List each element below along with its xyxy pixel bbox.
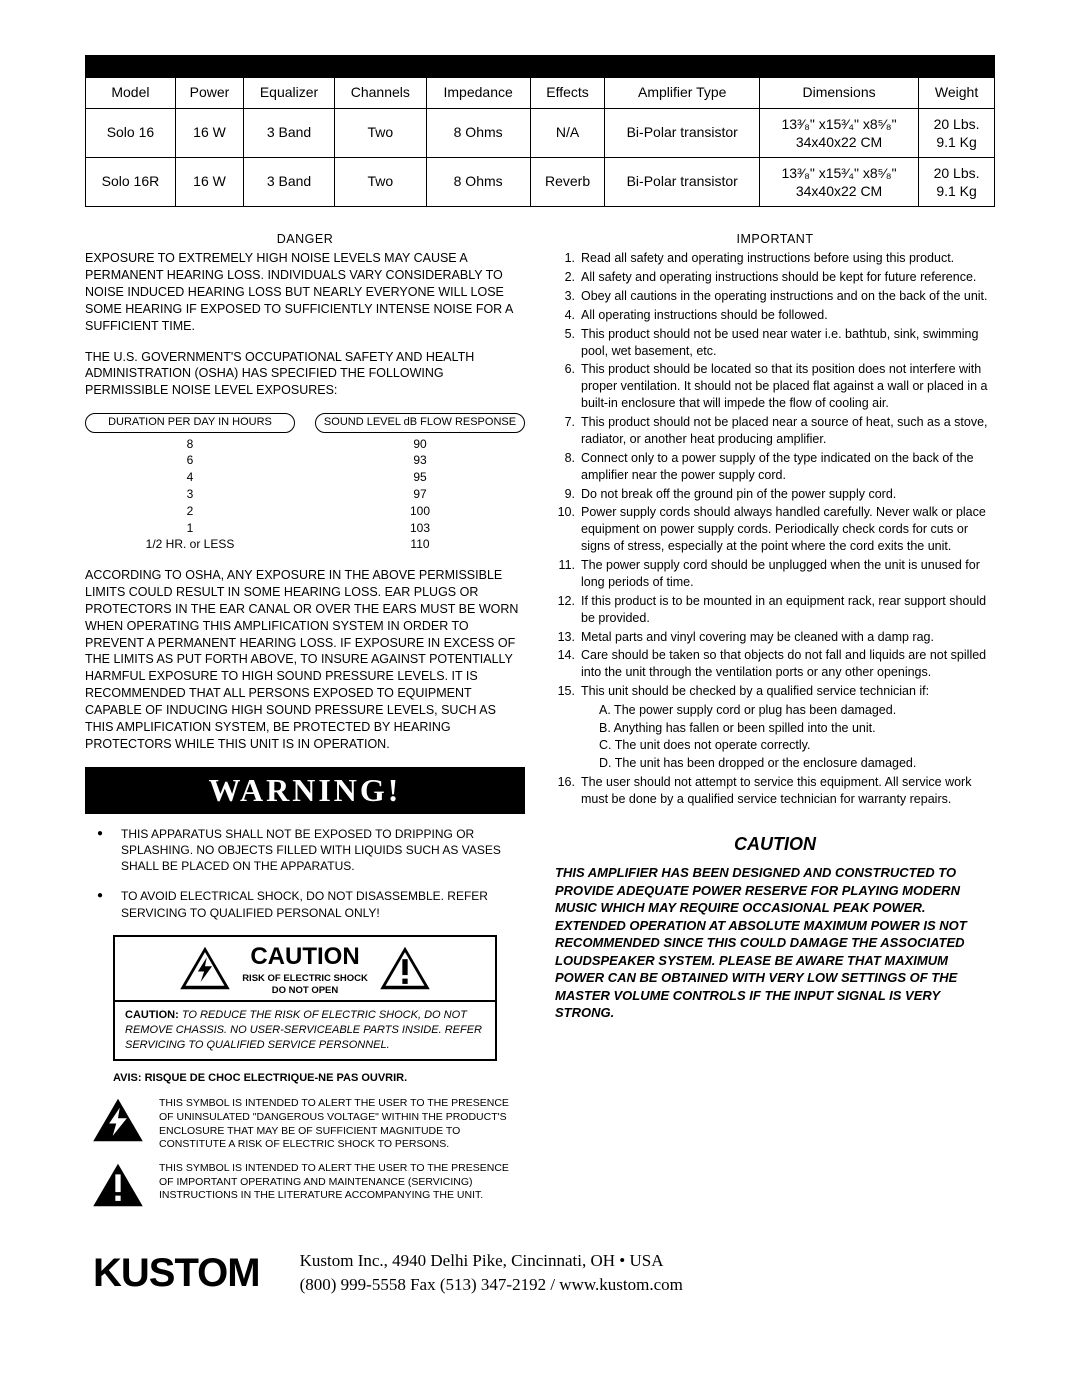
list-item: 5.This product should not be used near w… [555,326,995,360]
osha-para: ACCORDING TO OSHA, ANY EXPOSURE IN THE A… [85,567,525,753]
list-item: 2.All safety and operating instructions … [555,269,995,286]
left-column: DANGER EXPOSURE TO EXTREMELY HIGH NOISE … [85,231,525,1218]
right-column: IMPORTANT 1.Read all safety and operatin… [555,231,995,1218]
list-item: 1.Read all safety and operating instruct… [555,250,995,267]
shock-symbol-icon [91,1097,145,1143]
list-item: 14.Care should be taken so that objects … [555,647,995,681]
list-item: 4.All operating instructions should be f… [555,307,995,324]
caution-body-bold: CAUTION: [125,1009,179,1021]
right-caution-block: CAUTION THIS AMPLIFIER HAS BEEN DESIGNED… [555,832,995,1022]
exclaim-symbol-icon [91,1162,145,1208]
symbol-2-text: THIS SYMBOL IS INTENDED TO ALERT THE USE… [159,1162,519,1203]
warning-banner: WARNING! [85,767,525,814]
spec-header-row: Model Power Equalizer Channels Impedance… [86,78,995,109]
caution-box: CAUTION RISK OF ELECTRIC SHOCK DO NOT OP… [113,935,497,1061]
list-item: 7.This product should not be placed near… [555,414,995,448]
h-fx: Effects [530,78,605,109]
footer: KUSTOM Kustom Inc., 4940 Delhi Pike, Cin… [85,1248,995,1298]
footer-line1: Kustom Inc., 4940 Delhi Pike, Cincinnati… [300,1249,683,1273]
shock-triangle-icon [178,945,232,991]
h-model: Model [86,78,176,109]
exclaim-triangle-icon [378,945,432,991]
list-item: 3.Obey all cautions in the operating ins… [555,288,995,305]
list-item: 12.If this product is to be mounted in a… [555,593,995,627]
right-caution-body: THIS AMPLIFIER HAS BEEN DESIGNED AND CON… [555,864,995,1022]
footer-line2: (800) 999-5558 Fax (513) 347-2192 / www.… [300,1273,683,1297]
caution-big: CAUTION [250,943,359,970]
osha-right-head: SOUND LEVEL dB FLOW RESPONSE [315,413,525,432]
list-item: 6.This product should be located so that… [555,361,995,412]
table-row: Solo 1616 W3 BandTwo8 OhmsN/ABi-Polar tr… [86,108,995,157]
list-item: 9.Do not break off the ground pin of the… [555,486,995,503]
caution-l2: DO NOT OPEN [242,985,368,996]
kustom-logo: KUSTOM [93,1248,260,1298]
item-16: 16. The user should not attempt to servi… [555,774,995,808]
h-amp: Amplifier Type [605,78,760,109]
danger-p2: THE U.S. GOVERNMENT'S OCCUPATIONAL SAFET… [85,349,525,400]
h-imp: Impedance [426,78,530,109]
important-title: IMPORTANT [555,231,995,248]
osha-left-head: DURATION PER DAY IN HOURS [85,413,295,432]
warn-bullet-2: TO AVOID ELECTRICAL SHOCK, DO NOT DISASS… [121,888,525,920]
warn-bullet-1: THIS APPARATUS SHALL NOT BE EXPOSED TO D… [121,826,525,875]
osha-table: DURATION PER DAY IN HOURS 8643211/2 HR. … [85,413,525,553]
avis-text: AVIS: RISQUE DE CHOC ELECTRIQUE-NE PAS O… [113,1071,497,1086]
symbol-1-text: THIS SYMBOL IS INTENDED TO ALERT THE USE… [159,1097,519,1152]
h-ch: Channels [334,78,426,109]
spec-table: Model Power Equalizer Channels Impedance… [85,55,995,207]
h-eq: Equalizer [244,78,335,109]
list-item: 8.Connect only to a power supply of the … [555,450,995,484]
list-item: 10.Power supply cords should always hand… [555,504,995,555]
list-item: 13.Metal parts and vinyl covering may be… [555,629,995,646]
list-item: 11.The power supply cord should be unplu… [555,557,995,591]
danger-title: DANGER [85,231,525,248]
list-item: 15.This unit should be checked by a qual… [555,683,995,700]
caution-body-text: TO REDUCE THE RISK OF ELECTRIC SHOCK, DO… [125,1009,482,1051]
h-wt: Weight [919,78,995,109]
right-caution-title: CAUTION [555,832,995,856]
caution-l1: RISK OF ELECTRIC SHOCK [242,973,368,984]
h-power: Power [175,78,243,109]
h-dim: Dimensions [759,78,918,109]
table-row: Solo 16R16 W3 BandTwo8 OhmsReverbBi-Pola… [86,157,995,206]
danger-p1: EXPOSURE TO EXTREMELY HIGH NOISE LEVELS … [85,250,525,334]
